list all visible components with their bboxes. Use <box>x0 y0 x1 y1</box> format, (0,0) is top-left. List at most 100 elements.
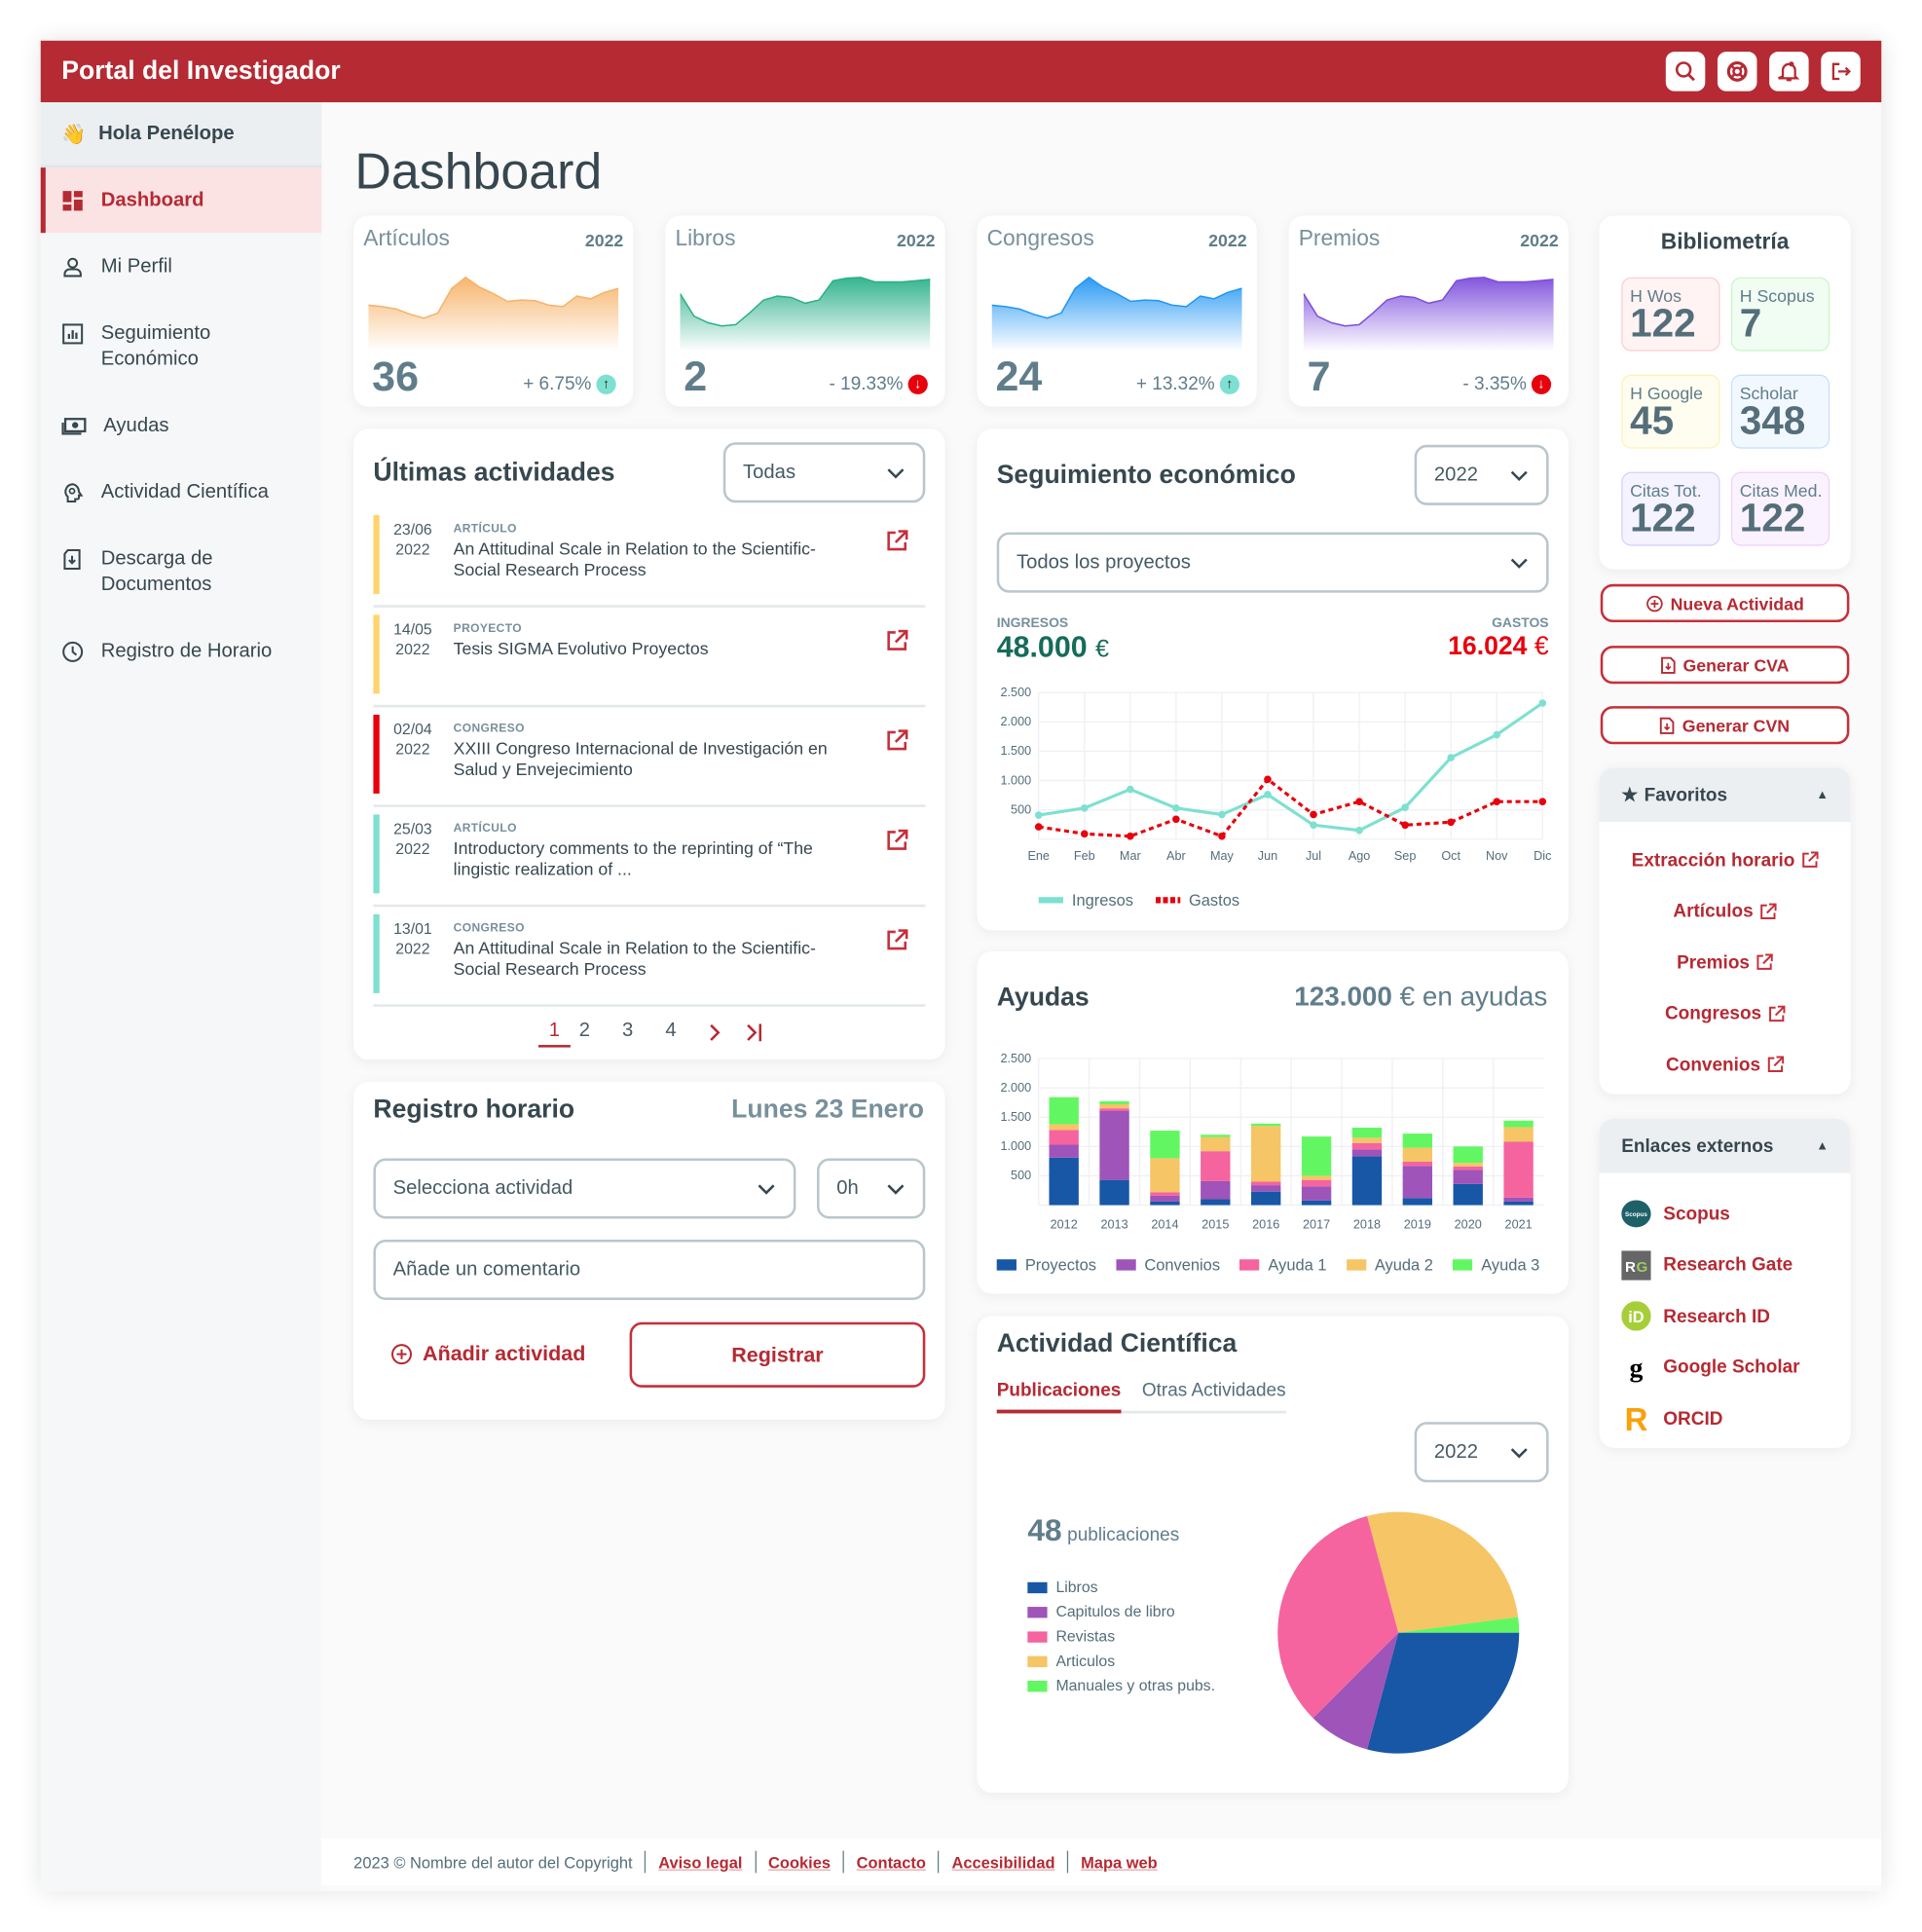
bar-proyectos-2017[interactable] <box>1301 1200 1332 1206</box>
bar-convenios-2017[interactable] <box>1301 1186 1332 1201</box>
bar-ayuda-3-2015[interactable] <box>1201 1134 1231 1137</box>
bar-ayuda-2-2016[interactable] <box>1251 1126 1281 1182</box>
data-point-ingresos[interactable] <box>1447 754 1455 762</box>
bar-convenios-2018[interactable] <box>1351 1149 1383 1157</box>
bar-convenios-2016[interactable] <box>1251 1185 1281 1192</box>
external-link[interactable]: Scopus Scopus <box>1621 1194 1829 1233</box>
bar-ayuda-1-2018[interactable] <box>1351 1142 1383 1150</box>
pie-slice-1[interactable] <box>1312 1632 1399 1750</box>
favorito-link[interactable]: Congresos <box>1621 994 1829 1033</box>
page-1[interactable]: 1 <box>537 1021 571 1048</box>
kpi-card-0[interactable]: Artículos 2022 36 + 6.75% ↑ <box>353 215 634 407</box>
help-button[interactable] <box>1717 52 1757 92</box>
bar-proyectos-2020[interactable] <box>1453 1183 1483 1206</box>
bar-ayuda-2-2020[interactable] <box>1453 1163 1483 1167</box>
bar-proyectos-2018[interactable] <box>1351 1156 1383 1206</box>
bar-ayuda-1-2015[interactable] <box>1201 1151 1231 1181</box>
enlaces-header[interactable]: Enlaces externos ▲ <box>1599 1118 1851 1173</box>
tab-publicaciones[interactable]: Publicaciones <box>996 1380 1122 1414</box>
bar-ayuda-3-2012[interactable] <box>1049 1096 1079 1125</box>
bar-convenios-2012[interactable] <box>1049 1144 1079 1158</box>
data-point-gastos[interactable] <box>1355 798 1363 805</box>
notifications-button[interactable] <box>1769 52 1809 92</box>
sidebar-item-descarga-documentos[interactable]: Descarga de Documentos <box>41 546 263 617</box>
sidebar-item-seguimiento-economico[interactable]: Seguimiento Económico <box>41 320 263 391</box>
favorito-link[interactable]: Artículos <box>1621 892 1829 931</box>
bar-ayuda-1-2013[interactable] <box>1099 1108 1129 1111</box>
sidebar-item-dashboard[interactable]: Dashboard <box>40 167 322 234</box>
kpi-card-1[interactable]: Libros 2022 2 - 19.33% ↓ <box>665 215 945 407</box>
bar-ayuda-1-2017[interactable] <box>1301 1179 1332 1187</box>
footer-link-mapa-web[interactable]: Mapa web <box>1081 1852 1158 1872</box>
bar-proyectos-2015[interactable] <box>1201 1199 1231 1206</box>
data-point-ingresos[interactable] <box>1034 811 1043 819</box>
bar-convenios-2013[interactable] <box>1099 1110 1129 1180</box>
favoritos-header[interactable]: ★ Favoritos ▲ <box>1599 767 1851 823</box>
footer-link-aviso-legal[interactable]: Aviso legal <box>658 1852 743 1872</box>
favorito-link[interactable]: Convenios <box>1621 1045 1829 1084</box>
external-link[interactable]: g Google Scholar <box>1621 1348 1829 1387</box>
data-point-ingresos[interactable] <box>1538 699 1547 707</box>
data-point-gastos[interactable] <box>1401 821 1409 830</box>
bar-ayuda-3-2017[interactable] <box>1301 1136 1332 1176</box>
data-point-ingresos[interactable] <box>1080 804 1089 812</box>
bar-convenios-2021[interactable] <box>1503 1197 1534 1202</box>
sidebar-item-mi-perfil[interactable]: Mi Perfil <box>41 254 322 300</box>
data-point-ingresos[interactable] <box>1310 821 1317 830</box>
bar-ayuda-2-2012[interactable] <box>1049 1124 1079 1131</box>
sidebar-item-ayudas[interactable]: Ayudas <box>41 413 322 459</box>
external-link[interactable]: iD Research ID <box>1621 1296 1829 1335</box>
data-point-gastos[interactable] <box>1447 818 1455 827</box>
bar-ayuda-1-2020[interactable] <box>1453 1166 1483 1170</box>
bar-ayuda-2-2013[interactable] <box>1099 1103 1129 1109</box>
pie-slice-3[interactable] <box>1367 1511 1519 1633</box>
open-activity-button[interactable] <box>886 729 908 758</box>
footer-link-cookies[interactable]: Cookies <box>768 1852 832 1872</box>
favorito-link[interactable]: Extracción horario <box>1621 840 1829 879</box>
favorito-link[interactable]: Premios <box>1621 943 1829 982</box>
open-activity-button[interactable] <box>886 929 908 957</box>
data-point-ingresos[interactable] <box>1172 804 1180 812</box>
registrar-button[interactable]: Registrar <box>629 1321 926 1388</box>
data-point-gastos[interactable] <box>1310 810 1317 819</box>
bar-ayuda-3-2020[interactable] <box>1453 1146 1483 1164</box>
data-point-gastos[interactable] <box>1127 832 1134 840</box>
project-select[interactable]: Todos los proyectos <box>996 532 1549 593</box>
tab-otras-actividades[interactable]: Otras Actividades <box>1141 1380 1286 1401</box>
bar-ayuda-2-2018[interactable] <box>1351 1137 1383 1143</box>
last-page-icon[interactable] <box>746 1022 765 1042</box>
data-point-ingresos[interactable] <box>1218 810 1226 819</box>
data-point-gastos[interactable] <box>1080 830 1089 838</box>
generar-cva-button[interactable]: Generar CVA <box>1600 646 1850 685</box>
activities-filter-select[interactable]: Todas <box>722 442 926 503</box>
page-4[interactable]: 4 <box>665 1020 677 1042</box>
bar-proyectos-2013[interactable] <box>1099 1179 1129 1206</box>
sidebar-item-actividad-cientifica[interactable]: Actividad Científica <box>41 479 322 525</box>
bar-ayuda-1-2016[interactable] <box>1251 1181 1281 1186</box>
open-activity-button[interactable] <box>886 530 908 558</box>
data-point-ingresos[interactable] <box>1127 785 1134 794</box>
bar-ayuda-3-2019[interactable] <box>1402 1133 1433 1148</box>
bar-ayuda-3-2018[interactable] <box>1351 1128 1383 1138</box>
data-point-gastos[interactable] <box>1034 823 1043 831</box>
bar-proyectos-2014[interactable] <box>1150 1201 1180 1206</box>
sidebar-item-registro-horario[interactable]: Registro de Horario <box>41 638 322 684</box>
logout-button[interactable] <box>1821 52 1861 92</box>
open-activity-button[interactable] <box>886 829 908 858</box>
footer-link-contacto[interactable]: Contacto <box>856 1852 926 1872</box>
bar-ayuda-3-2016[interactable] <box>1251 1123 1281 1127</box>
data-point-gastos[interactable] <box>1264 775 1272 784</box>
open-activity-button[interactable] <box>886 629 908 658</box>
add-activity-button[interactable]: Añadir actividad <box>373 1320 608 1388</box>
generar-cvn-button[interactable]: Generar CVN <box>1600 706 1850 745</box>
page-3[interactable]: 3 <box>622 1020 634 1042</box>
hours-select[interactable]: 0h <box>816 1158 926 1219</box>
bar-convenios-2020[interactable] <box>1453 1170 1483 1184</box>
data-point-gastos[interactable] <box>1493 798 1501 805</box>
bar-ayuda-1-2014[interactable] <box>1150 1192 1180 1196</box>
bar-ayuda-3-2014[interactable] <box>1150 1131 1180 1159</box>
bar-ayuda-2-2019[interactable] <box>1402 1147 1433 1162</box>
external-link[interactable]: R G Research Gate <box>1621 1245 1829 1284</box>
data-point-ingresos[interactable] <box>1264 791 1272 799</box>
pie-slice-4[interactable] <box>1398 1616 1520 1633</box>
